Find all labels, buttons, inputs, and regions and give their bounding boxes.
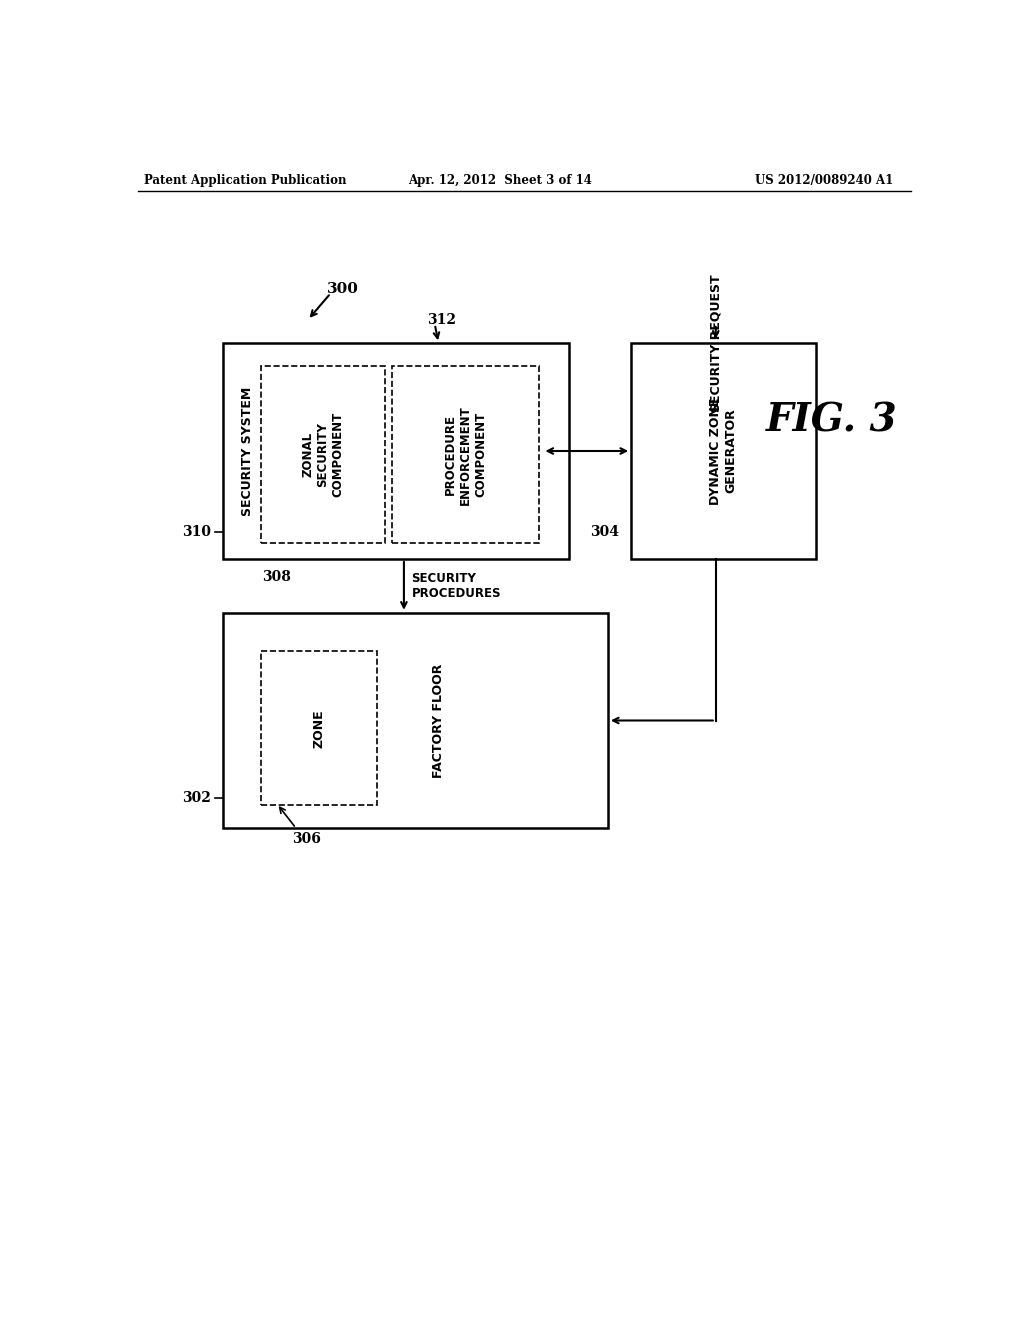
Text: SECURITY SYSTEM: SECURITY SYSTEM — [241, 387, 254, 516]
Text: 306: 306 — [292, 832, 322, 846]
Text: 308: 308 — [262, 570, 291, 585]
Text: US 2012/0089240 A1: US 2012/0089240 A1 — [755, 174, 893, 187]
Text: ZONAL
SECURITY
COMPONENT: ZONAL SECURITY COMPONENT — [301, 412, 344, 498]
Text: FIG. 3: FIG. 3 — [766, 401, 897, 440]
FancyBboxPatch shape — [223, 612, 608, 829]
FancyBboxPatch shape — [223, 343, 569, 558]
Text: PROCEDURE
ENFORCEMENT
COMPONENT: PROCEDURE ENFORCEMENT COMPONENT — [444, 405, 487, 504]
Text: 304: 304 — [591, 525, 620, 539]
Text: 300: 300 — [327, 282, 358, 296]
Text: ZONE: ZONE — [312, 709, 326, 747]
Text: FACTORY FLOOR: FACTORY FLOOR — [432, 664, 445, 777]
FancyBboxPatch shape — [631, 343, 816, 558]
Text: DYNAMIC ZONE
GENERATOR: DYNAMIC ZONE GENERATOR — [710, 397, 737, 504]
Text: Patent Application Publication: Patent Application Publication — [144, 174, 347, 187]
Text: 302: 302 — [182, 791, 211, 804]
Text: 310: 310 — [182, 525, 211, 539]
FancyBboxPatch shape — [261, 651, 377, 805]
FancyBboxPatch shape — [261, 367, 385, 544]
FancyBboxPatch shape — [392, 367, 539, 544]
Text: SECURITY
PROCEDURES: SECURITY PROCEDURES — [412, 572, 501, 599]
Text: SECURITY REQUEST: SECURITY REQUEST — [710, 275, 722, 412]
Text: Apr. 12, 2012  Sheet 3 of 14: Apr. 12, 2012 Sheet 3 of 14 — [409, 174, 592, 187]
Text: 312: 312 — [427, 313, 456, 327]
